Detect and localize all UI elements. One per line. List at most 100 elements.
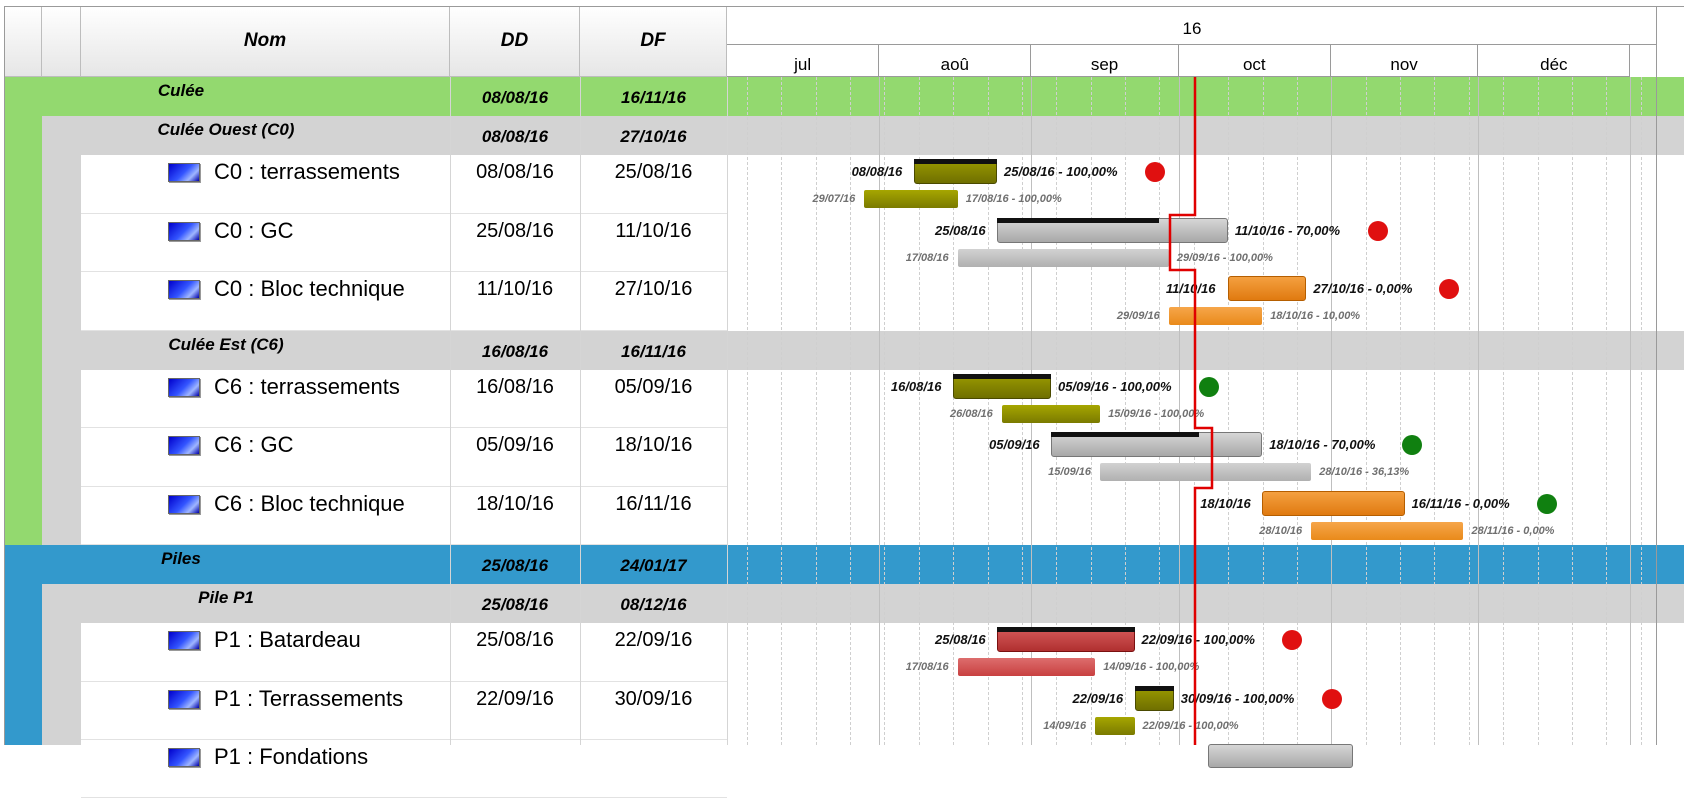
task-bar-baseline[interactable] <box>957 658 1096 676</box>
column-header-end[interactable]: DF <box>580 6 727 77</box>
subgroup-name: Culée Est (C6) <box>168 334 284 354</box>
task-name-label: C0 : GC <box>214 218 294 243</box>
task-bar-baseline[interactable] <box>1001 405 1101 423</box>
week-gridline <box>1125 77 1127 745</box>
timeline-year-header: 16 <box>727 6 1657 45</box>
task-name-cell: P1 : Terrassements <box>168 684 403 714</box>
task-name-label: C6 : terrassements <box>214 374 400 399</box>
task-end-date: 05/09/16 <box>614 375 693 398</box>
status-late-indicator <box>1368 221 1389 241</box>
group-name: Piles <box>161 548 201 568</box>
subgroup-start: 16/08/16 <box>481 341 549 361</box>
week-gridline <box>1228 77 1230 745</box>
task-start-date: 25/08/16 <box>476 219 554 242</box>
task-bar-baseline[interactable] <box>1311 522 1464 540</box>
task-end-date: 27/10/16 <box>614 277 693 300</box>
month-gridline <box>1630 77 1632 745</box>
task-row[interactable] <box>81 214 1684 272</box>
task-progress-strip <box>913 159 998 164</box>
month-header-4: nov <box>1330 45 1479 77</box>
week-gridline <box>1571 77 1573 745</box>
task-name-label: C0 : terrassements <box>214 159 400 184</box>
row-separator <box>81 271 727 272</box>
plan-start-label: 05/09/16 <box>989 437 1040 452</box>
row-separator <box>81 681 727 682</box>
task-row[interactable] <box>81 370 1684 428</box>
baseline-end-label: 17/08/16 - 100,00% <box>965 193 1062 205</box>
plan-end-label: 22/09/16 - 100,00% <box>1141 632 1255 647</box>
header-gutter-1 <box>4 6 42 77</box>
header-gutter-2 <box>42 6 81 77</box>
row-separator <box>81 544 727 545</box>
group-row[interactable] <box>4 77 1684 116</box>
task-name-label: C6 : Bloc technique <box>214 491 405 516</box>
plan-start-label: 18/10/16 <box>1200 496 1251 511</box>
month-gridline <box>1478 77 1480 745</box>
month-header-1: aoû <box>879 45 1032 77</box>
task-row[interactable] <box>81 623 1684 682</box>
week-gridline <box>1400 77 1402 745</box>
task-bar-baseline[interactable] <box>1168 307 1263 325</box>
plan-end-label: 18/10/16 - 70,00% <box>1269 437 1376 452</box>
week-gridline <box>884 77 886 745</box>
week-gridline <box>850 77 852 745</box>
task-bar-plan[interactable] <box>1227 276 1307 301</box>
row-separator <box>81 330 727 331</box>
month-header-5: déc <box>1478 45 1631 77</box>
column-header-start[interactable]: DD <box>450 6 580 77</box>
task-end-date: 16/11/16 <box>615 492 692 515</box>
week-gridline <box>1296 77 1298 745</box>
group-end: 24/01/17 <box>620 555 687 575</box>
task-start-date: 16/08/16 <box>476 375 554 398</box>
task-bar-baseline[interactable] <box>1100 463 1312 481</box>
group-row[interactable] <box>4 545 1684 584</box>
plan-end-label: 25/08/16 - 100,00% <box>1004 164 1118 179</box>
plan-start-label: 25/08/16 <box>935 223 986 238</box>
task-name-cell: C6 : Bloc technique <box>168 489 405 519</box>
task-icon <box>168 279 200 299</box>
baseline-start-label: 26/08/16 <box>949 408 993 420</box>
baseline-start-label: 29/07/16 <box>812 193 856 205</box>
task-row[interactable] <box>81 682 1684 740</box>
group-start: 08/08/16 <box>481 87 549 107</box>
task-icon <box>168 689 200 709</box>
week-gridline <box>815 77 817 745</box>
task-bar-baseline[interactable] <box>957 249 1169 267</box>
month-header-2: sep <box>1031 45 1179 77</box>
plan-end-label: 16/11/16 - 0,00% <box>1411 496 1510 511</box>
week-gridline <box>747 77 748 745</box>
subgroup-row[interactable] <box>42 584 1684 623</box>
task-row[interactable] <box>81 428 1684 487</box>
plan-start-label: 16/08/16 <box>890 379 942 394</box>
task-bar-plan[interactable] <box>1208 744 1353 768</box>
plan-start-label: 08/08/16 <box>851 164 903 179</box>
task-icon <box>168 377 200 397</box>
week-gridline <box>918 77 920 745</box>
task-name-label: P1 : Terrassements <box>214 686 404 711</box>
task-bar-plan[interactable] <box>1262 491 1405 516</box>
task-start-date: 08/08/16 <box>476 160 554 183</box>
task-bar-baseline[interactable] <box>1095 717 1135 735</box>
task-row[interactable] <box>81 272 1684 331</box>
plan-end-label: 30/09/16 - 100,00% <box>1180 691 1295 706</box>
baseline-start-label: 29/09/16 <box>1116 310 1160 322</box>
task-start-date: 18/10/16 <box>476 492 554 515</box>
row-separator <box>81 739 727 740</box>
group-start: 25/08/16 <box>481 555 549 575</box>
column-header-name[interactable]: Nom <box>81 6 450 77</box>
baseline-end-label: 28/10/16 - 36,13% <box>1319 466 1410 478</box>
task-name-cell: C6 : terrassements <box>168 372 400 402</box>
subgroup-row[interactable] <box>42 116 1684 155</box>
plan-end-label: 27/10/16 - 0,00% <box>1313 281 1413 296</box>
subgroup-start: 08/08/16 <box>481 126 549 146</box>
subgroup-name: Pile P1 <box>198 587 254 607</box>
task-start-date <box>450 742 580 772</box>
task-progress-strip <box>1134 686 1174 691</box>
row-separator <box>81 427 727 428</box>
week-gridline <box>1365 77 1367 745</box>
subgroup-row[interactable] <box>42 331 1684 370</box>
row-separator <box>81 213 727 214</box>
baseline-start-label: 28/10/16 <box>1259 525 1303 537</box>
task-icon <box>168 221 200 241</box>
task-bar-baseline[interactable] <box>864 190 958 208</box>
